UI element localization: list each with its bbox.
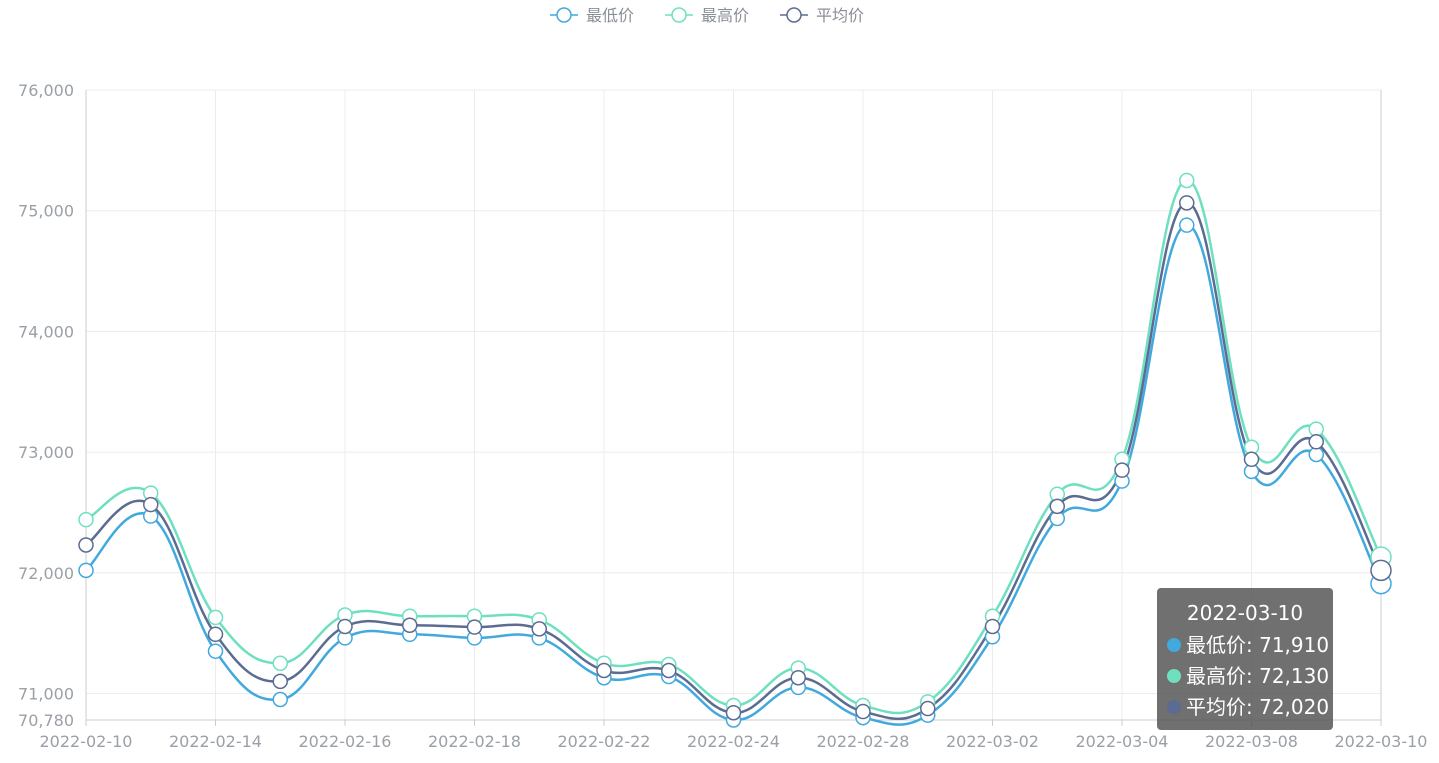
data-point-3[interactable]	[984, 618, 1001, 635]
data-point-1[interactable]	[1179, 217, 1195, 233]
series-line-2	[85, 179, 1383, 715]
data-point-2[interactable]	[1308, 421, 1324, 437]
data-point-3[interactable]	[531, 621, 547, 637]
series-layer	[78, 172, 1392, 728]
data-point-1[interactable]	[207, 643, 224, 659]
tooltip-row: 最低价: 71,910	[1186, 633, 1329, 657]
data-point-2[interactable]	[272, 655, 288, 672]
x-tick-label: 2022-02-18	[428, 732, 521, 751]
data-point-2[interactable]	[1179, 172, 1195, 189]
data-point-3[interactable]	[725, 705, 742, 721]
y-tick-label: 72,000	[18, 564, 74, 583]
tooltip-title: 2022-03-10	[1187, 601, 1303, 625]
data-point-1[interactable]	[78, 562, 94, 579]
data-point-3[interactable]	[855, 703, 871, 720]
y-tick-label: 70,780	[18, 711, 74, 730]
axis-layer: 70,780 71,000 72,000 73,000 74,000 75,000 76,0…	[18, 81, 1427, 751]
data-point-3[interactable]	[920, 700, 936, 717]
data-point-3[interactable]	[1049, 498, 1065, 515]
x-tick-label: 2022-03-04	[1076, 732, 1169, 751]
data-point-1[interactable]	[272, 691, 288, 708]
tooltip-series-dot	[1167, 638, 1181, 652]
legend-marker-1[interactable]	[556, 7, 572, 23]
data-point-3[interactable]	[402, 617, 418, 634]
y-tick-label: 75,000	[18, 202, 74, 221]
x-tick-label: 2022-02-10	[40, 732, 133, 751]
legend-label-1[interactable]: 最低价	[586, 6, 634, 25]
y-tick-label: 74,000	[18, 322, 74, 341]
data-point-2[interactable]	[78, 511, 94, 528]
legend[interactable]: 最低价 最高价 平均价	[550, 6, 864, 25]
legend-marker-3[interactable]	[786, 7, 802, 23]
x-tick-label: 2022-02-22	[558, 732, 651, 751]
data-point-3[interactable]	[143, 496, 159, 513]
y-tick-label: 71,000	[18, 684, 74, 703]
legend-label-2[interactable]: 最高价	[701, 6, 749, 25]
tooltip-series-dot	[1167, 669, 1181, 683]
y-tick-label: 76,000	[18, 81, 74, 100]
data-point-1[interactable]	[1308, 446, 1324, 463]
x-tick-label: 2022-02-28	[817, 732, 910, 751]
data-point-3[interactable]	[466, 619, 483, 635]
data-point-3[interactable]	[1179, 195, 1195, 211]
data-point-3[interactable]	[337, 618, 353, 635]
legend-label-3[interactable]: 平均价	[816, 6, 864, 25]
x-tick-label: 2022-02-14	[169, 732, 262, 751]
x-tick-label: 2022-03-02	[946, 732, 1039, 751]
tooltip-box	[1157, 588, 1333, 730]
data-point-3[interactable]	[78, 537, 94, 553]
legend-marker-2[interactable]	[671, 7, 687, 23]
tooltip-series-dot	[1167, 700, 1181, 714]
x-tick-label: 2022-02-24	[687, 732, 780, 751]
data-point-3[interactable]	[661, 662, 677, 679]
data-point-3[interactable]	[1114, 462, 1130, 478]
x-tick-label: 2022-03-08	[1205, 732, 1298, 751]
data-point-3[interactable]	[596, 662, 612, 679]
data-point-3[interactable]	[272, 673, 288, 690]
x-tick-label: 2022-02-16	[299, 732, 392, 751]
data-point-3[interactable]	[1243, 451, 1260, 468]
data-point-3[interactable]	[1308, 434, 1324, 450]
y-tick-label: 73,000	[18, 443, 74, 462]
tooltip-row: 最高价: 72,130	[1186, 664, 1329, 688]
data-point-3[interactable]	[790, 670, 806, 686]
tooltip: 2022-03-10 最低价: 71,910 最高价: 72,130 平均价: 72,…	[1157, 588, 1333, 730]
tooltip-row: 平均价: 72,020	[1186, 695, 1329, 719]
data-point-2[interactable]	[207, 609, 224, 626]
data-point-3[interactable]	[1370, 559, 1392, 582]
data-point-3[interactable]	[207, 626, 224, 643]
x-tick-label: 2022-03-10	[1335, 732, 1428, 751]
